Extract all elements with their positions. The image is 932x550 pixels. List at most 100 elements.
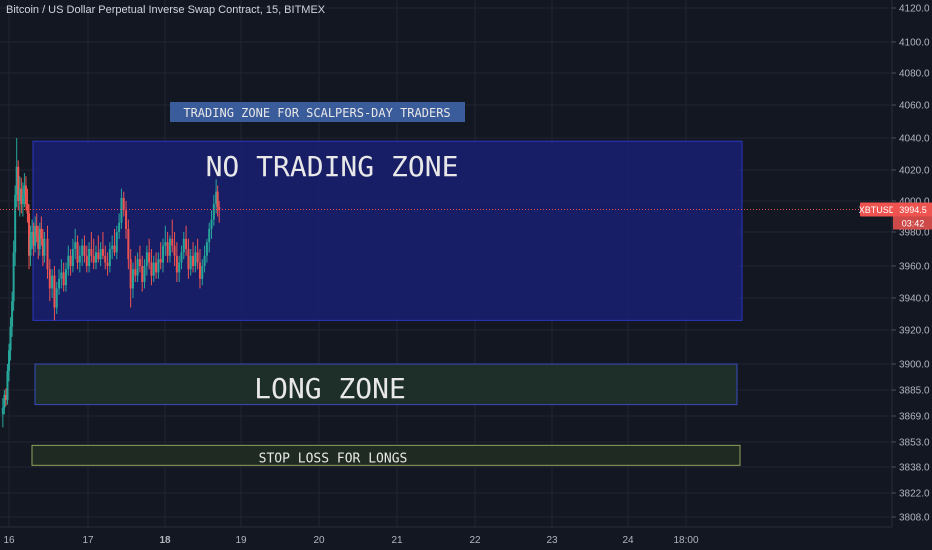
- no-trading-zone-label: NO TRADING ZONE: [206, 150, 459, 183]
- candle: [175, 242, 178, 282]
- countdown-tag-label: 03:42: [902, 219, 925, 229]
- candle: [71, 238, 74, 273]
- candle-body: [148, 252, 151, 263]
- candle-body: [122, 197, 125, 211]
- candle: [111, 235, 114, 260]
- candle-body: [1, 407, 4, 415]
- candle: [78, 245, 81, 273]
- candle: [180, 245, 183, 270]
- candle: [37, 225, 40, 260]
- candle: [138, 245, 141, 273]
- candle: [215, 179, 218, 214]
- candle-body: [141, 266, 144, 282]
- candle-body: [198, 262, 201, 279]
- candle: [134, 255, 137, 282]
- candle-body: [37, 235, 40, 249]
- candle-body: [104, 255, 107, 263]
- candle: [127, 219, 130, 270]
- candle: [29, 225, 32, 266]
- time-tick-label: 21: [391, 535, 403, 546]
- symbol-tag-label: XBTUSD: [859, 205, 896, 215]
- candle: [173, 232, 176, 266]
- candle-body: [12, 252, 15, 302]
- price-tick-label: 3900.0: [899, 360, 930, 371]
- candle-body: [21, 194, 24, 205]
- candle: [196, 238, 199, 270]
- candle: [32, 222, 35, 256]
- price-tick-label: 4020.0: [899, 166, 930, 177]
- candle-body: [99, 249, 102, 260]
- candle-body: [185, 238, 188, 249]
- candle: [150, 249, 153, 286]
- candle-body: [216, 191, 219, 208]
- candle-body: [29, 235, 32, 256]
- candle: [15, 138, 18, 208]
- candle-body: [138, 259, 141, 266]
- candle-body: [71, 249, 74, 266]
- candle-body: [143, 266, 146, 282]
- candle: [208, 222, 211, 253]
- stop-loss-zone-box: [31, 444, 741, 466]
- candle: [171, 219, 174, 253]
- candle-body: [164, 242, 167, 246]
- candle: [17, 160, 20, 211]
- price-tick-label: 3980.0: [899, 228, 930, 239]
- candle-body: [97, 252, 100, 260]
- price-tick-label: 3853.0: [899, 438, 930, 449]
- candle-body: [92, 255, 95, 263]
- stop-loss-zone-label: STOP LOSS FOR LONGS: [259, 451, 408, 466]
- time-tick-label: 17: [82, 535, 94, 546]
- candle: [28, 204, 31, 270]
- candle: [40, 216, 43, 246]
- candle-body: [159, 259, 162, 263]
- candle-body: [67, 255, 70, 270]
- candle-body: [74, 242, 77, 249]
- candle: [97, 235, 100, 263]
- candle: [136, 252, 139, 282]
- candle: [23, 173, 26, 208]
- candle-body: [113, 245, 116, 253]
- candle: [26, 188, 29, 223]
- price-tick-label: 3838.0: [899, 463, 930, 474]
- candle: [4, 388, 7, 407]
- candle: [106, 252, 109, 276]
- candle: [201, 259, 204, 286]
- candle: [20, 177, 23, 214]
- candle-body: [6, 370, 9, 400]
- candle-body: [78, 255, 81, 263]
- candle: [152, 255, 155, 282]
- candle-body: [34, 225, 37, 246]
- candle-body: [111, 245, 114, 249]
- candle-body: [38, 228, 41, 249]
- candle: [88, 242, 91, 273]
- candle-body: [23, 185, 26, 195]
- candle-body: [203, 255, 206, 266]
- candle-layer: [1, 138, 221, 428]
- candle: [83, 235, 86, 263]
- candle-body: [106, 262, 109, 266]
- candle: [38, 222, 41, 256]
- candle: [14, 185, 17, 266]
- candle: [24, 176, 27, 211]
- candle: [218, 201, 221, 223]
- candle: [81, 238, 84, 266]
- candle: [145, 245, 148, 276]
- candle: [210, 210, 213, 239]
- candle: [166, 232, 169, 263]
- candle-body: [14, 194, 17, 253]
- candle-body: [129, 259, 132, 289]
- candle: [58, 269, 61, 295]
- candle-body: [168, 238, 171, 256]
- candle: [141, 255, 144, 292]
- candle-body: [41, 238, 44, 256]
- candle-body: [215, 191, 218, 205]
- candle-body: [187, 249, 190, 270]
- candle: [69, 249, 72, 276]
- candle-body: [180, 252, 183, 263]
- trading-zone-label-box: [170, 102, 465, 122]
- candle: [101, 232, 104, 260]
- price-value-tag-label: 3994.5: [899, 205, 927, 215]
- candle: [21, 182, 24, 217]
